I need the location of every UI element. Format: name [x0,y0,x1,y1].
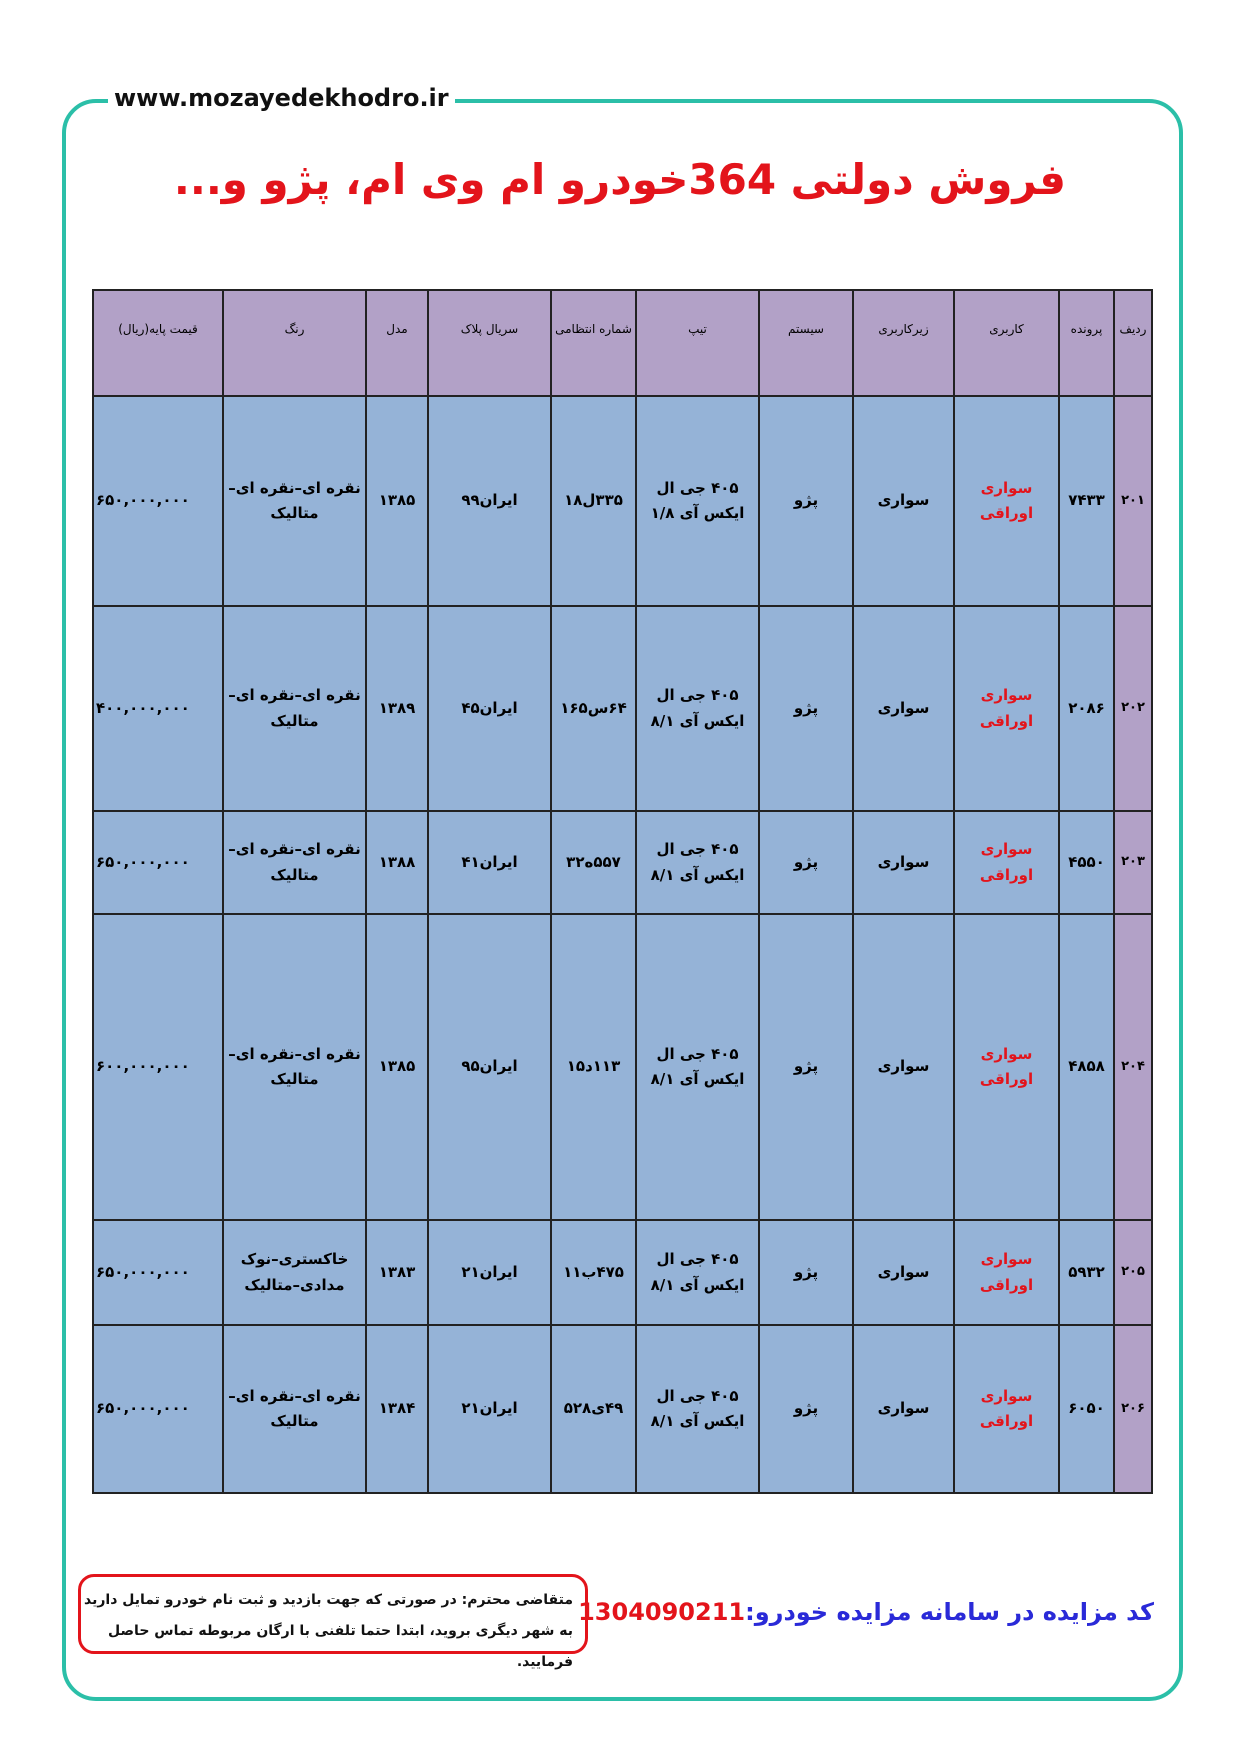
table-cell: سواری [852,913,955,1221]
table-cell: ۴۰۵ جی ال ایکس آی ۸/۱ [635,810,760,915]
table-cell: پژو [758,605,854,812]
table-row: ۲۰۱ ۷۴۳۳ سواری اوراقی سواری پژو ۴۰۵ جی ال ایک… [92,395,1153,607]
table-cell: سواری [852,395,955,607]
column-header: زیرکاربری [852,289,955,397]
table-cell: ۶۵۰,۰۰۰,۰۰۰ [92,1324,224,1494]
header-row: ردیف پرونده کاربری زیرکاربری سیستم تیپ شماره ا… [92,289,1153,397]
table-cell: ۷۴۳۳ [1058,395,1115,607]
table-cell: ۴۹ی۵۲۸ [550,1324,637,1494]
notice-line: به شهر دیگری بروید، ابتدا حتما تلفنی با … [108,1622,573,1670]
table-cell: ۲۰۵ [1113,1219,1153,1326]
table-cell: ایران۴۵ [427,605,552,812]
table-cell: ۴۵۵۰ [1058,810,1115,915]
table-cell: ۲۰۱ [1113,395,1153,607]
table-cell: ۱۳۸۸ [365,810,429,915]
table-cell: ۴۰۵ جی ال ایکس آی ۸/۱ [635,1219,760,1326]
table-cell: ایران۴۱ [427,810,552,915]
table-cell: ۶۵۰,۰۰۰,۰۰۰ [92,395,224,607]
table-cell: ۱۳۸۴ [365,1324,429,1494]
table-row: ۲۰۴ ۴۸۵۸ سواری اوراقی سواری پژو ۴۰۵ جی ال ایک… [92,913,1153,1221]
column-header: قیمت پایه(ریال) [92,289,224,397]
table-cell: ۱۳۸۳ [365,1219,429,1326]
table-cell: ایران۲۱ [427,1219,552,1326]
table-cell: ۲۰۶ [1113,1324,1153,1494]
table-row: ۲۰۲ ۲۰۸۶ سواری اوراقی سواری پژو ۴۰۵ جی ال ایک… [92,605,1153,812]
table-cell: پژو [758,1219,854,1326]
table-cell: ۵۹۳۲ [1058,1219,1115,1326]
table-cell: پژو [758,913,854,1221]
notice-box: متقاضی محترم: در صورتی که جهت بازدید و ث… [78,1574,588,1670]
table-cell: سواری [852,605,955,812]
table-cell: ۲۰۴ [1113,913,1153,1221]
table-cell: سواری اوراقی [953,913,1060,1221]
table-cell: ۱۳۸۹ [365,605,429,812]
title: فروش دولتی 364خودرو ام وی ام، پژو و... [173,155,1067,204]
table-cell: ۲۰۳ [1113,810,1153,915]
table-cell: نقره ای–نقره ای–متالیک [222,810,367,915]
column-header: شماره انتظامی [550,289,637,397]
table-cell: ۶۰۵۰ [1058,1324,1115,1494]
table-cell: سواری اوراقی [953,1324,1060,1494]
auction-code: کد مزایده در سامانه مزایده خودرو:1304090… [578,1598,1154,1626]
table-cell: ایران۹۵ [427,913,552,1221]
table-cell: ۴۸۵۸ [1058,913,1115,1221]
table-row: ۲۰۶ ۶۰۵۰ سواری اوراقی سواری پژو ۴۰۵ جی ال ایک… [92,1324,1153,1494]
table-cell: نقره ای–نقره ای–متالیک [222,605,367,812]
code-label: کد مزایده در سامانه مزایده خودرو: [745,1598,1154,1626]
table-cell: ۴۰۰,۰۰۰,۰۰۰ [92,605,224,812]
table-cell: پژو [758,810,854,915]
table-cell: ۱۱۳د۱۵ [550,913,637,1221]
column-header: پرونده [1058,289,1115,397]
table-cell: ۴۰۵ جی ال ایکس آی ۸/۱ [635,1324,760,1494]
table-cell: ۵۵۷ه۳۲ [550,810,637,915]
table-cell: ۶۵۰,۰۰۰,۰۰۰ [92,1219,224,1326]
table-cell: سواری [852,1324,955,1494]
table-cell: خاکستری–نوک مدادی–متالیک [222,1219,367,1326]
table-cell: پژو [758,1324,854,1494]
column-header: تیپ [635,289,760,397]
column-header: مدل [365,289,429,397]
table-cell: نقره ای–نقره ای–متالیک [222,1324,367,1494]
table-cell: ایران۹۹ [427,395,552,607]
column-header: سریال پلاک [427,289,552,397]
table-cell: نقره ای–نقره ای–متالیک [222,913,367,1221]
table-cell: ۱۳۸۵ [365,913,429,1221]
table-row: ۲۰۵ ۵۹۳۲ سواری اوراقی سواری پژو ۴۰۵ جی ال ایک… [92,1219,1153,1326]
table-cell: ۲۰۸۶ [1058,605,1115,812]
notice-line: متقاضی محترم: در صورتی که جهت بازدید و ث… [84,1592,573,1608]
column-header: رنگ [222,289,367,397]
table-cell: نقره ای–نقره ای–متالیک [222,395,367,607]
column-header: سیستم [758,289,854,397]
table-cell: پژو [758,395,854,607]
table-cell: ۳۳۵ل۱۸ [550,395,637,607]
table-cell: ۶۵۰,۰۰۰,۰۰۰ [92,810,224,915]
table-row: ۲۰۳ ۴۵۵۰ سواری اوراقی سواری پژو ۴۰۵ جی ال ایک… [92,810,1153,915]
table-cell: سواری اوراقی [953,1219,1060,1326]
table-cell: ۴۷۵ب۱۱ [550,1219,637,1326]
vehicle-table: ردیف پرونده کاربری زیرکاربری سیستم تیپ شماره ا… [92,289,1153,1494]
column-header: کاربری [953,289,1060,397]
table-cell: سواری اوراقی [953,605,1060,812]
table-cell: ۱۳۸۵ [365,395,429,607]
table-cell: ۴۰۵ جی ال ایکس آی ۱/۸ [635,395,760,607]
table-cell: ۶۴س۱۶۵ [550,605,637,812]
column-header: ردیف [1113,289,1153,397]
table-cell: سواری اوراقی [953,395,1060,607]
table-cell: سواری [852,1219,955,1326]
table-body: ۲۰۱ ۷۴۳۳ سواری اوراقی سواری پژو ۴۰۵ جی ال ایک… [92,395,1153,1494]
table-cell: ۶۰۰,۰۰۰,۰۰۰ [92,913,224,1221]
table-cell: ۴۰۵ جی ال ایکس آی ۸/۱ [635,605,760,812]
table-cell: سواری [852,810,955,915]
table-cell: ۲۰۲ [1113,605,1153,812]
code-number: 1304090211 [578,1598,746,1626]
table-cell: ۴۰۵ جی ال ایکس آی ۸/۱ [635,913,760,1221]
table-cell: ایران۲۱ [427,1324,552,1494]
frame [62,99,1183,1701]
site-url: www.mozayedekhodro.ir [108,84,455,112]
table-cell: سواری اوراقی [953,810,1060,915]
